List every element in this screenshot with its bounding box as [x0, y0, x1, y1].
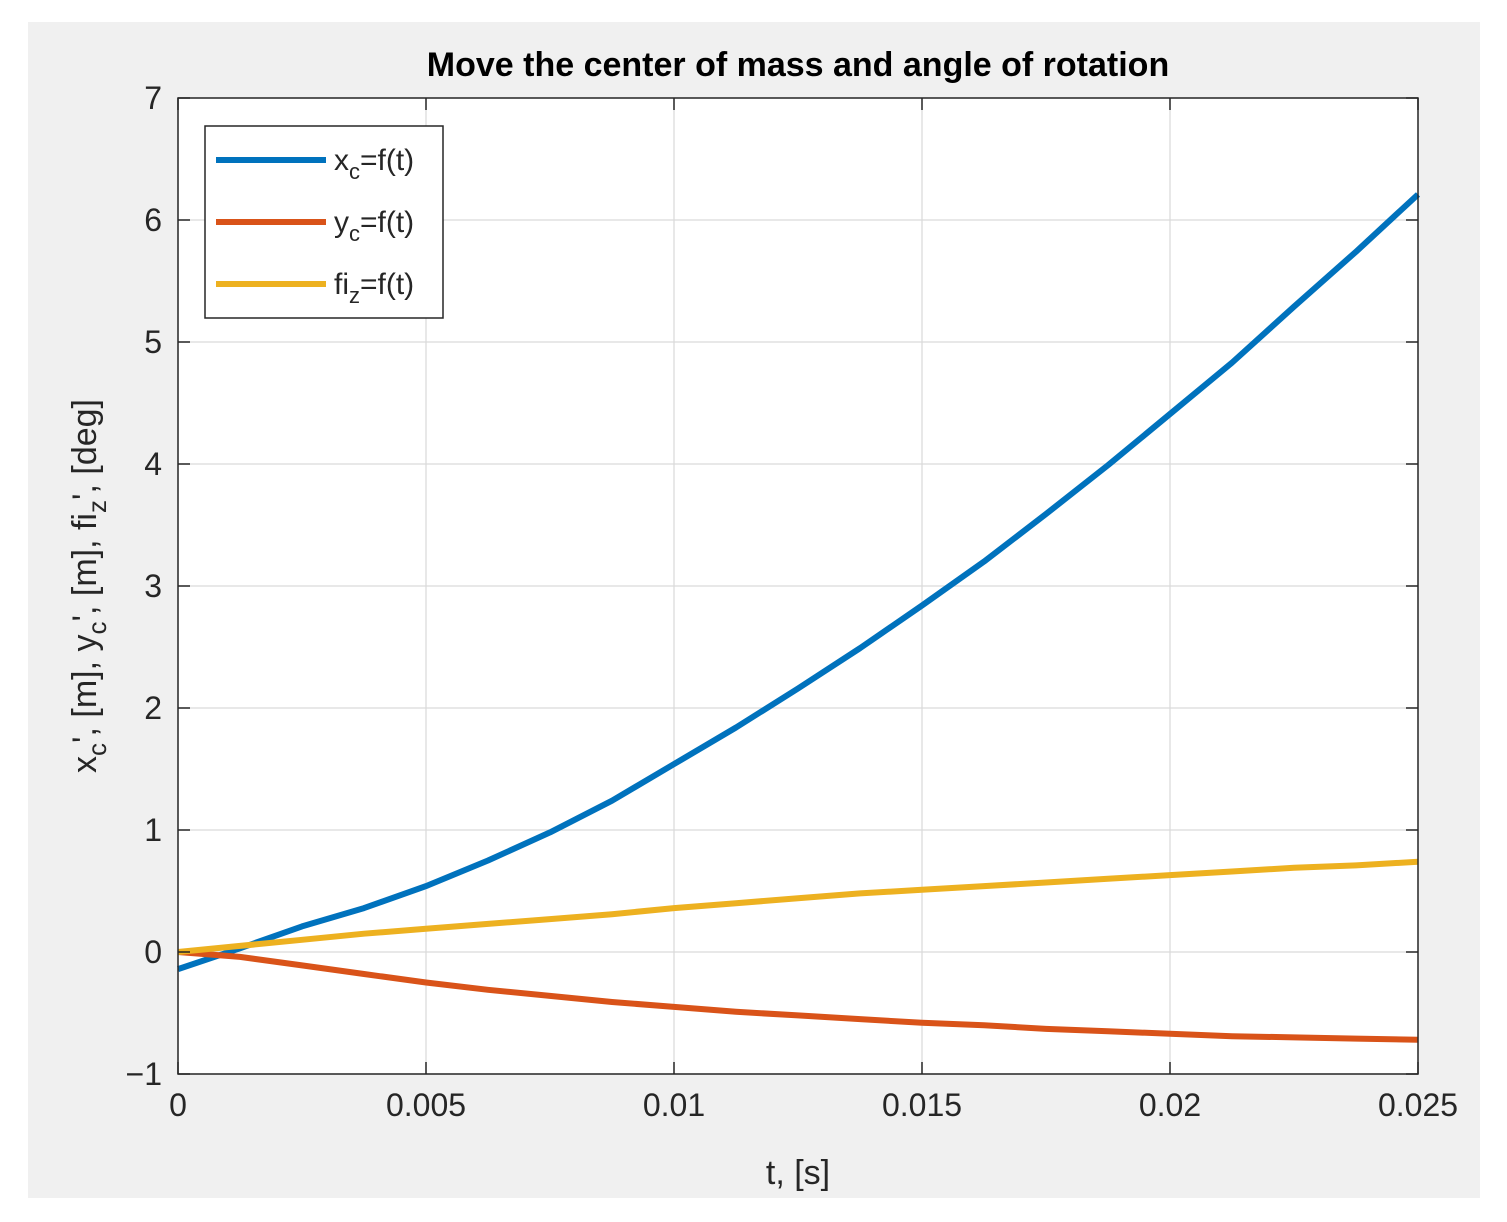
y-tick-label: −1: [126, 1056, 162, 1092]
x-axis-label: t, [s]: [766, 1154, 830, 1192]
y-tick-label: 7: [144, 80, 162, 116]
y-label-sub-2: c: [82, 622, 112, 635]
x-tick-label: 0.015: [882, 1087, 962, 1123]
x-tick-label: 0.01: [643, 1087, 705, 1123]
x-tick-label: 0.025: [1378, 1087, 1458, 1123]
y-label-sub-1: c: [82, 743, 112, 756]
y-tick-label: 4: [144, 446, 162, 482]
y-label-part-4: ', [deg]: [66, 399, 104, 500]
x-tick-label: 0: [169, 1087, 187, 1123]
legend-label-fiz: fiz=f(t): [334, 268, 414, 308]
y-label-part-3: ', [m], fi: [66, 513, 104, 622]
y-tick-label: 2: [144, 690, 162, 726]
chart-title: Move the center of mass and angle of rot…: [427, 46, 1169, 84]
x-tick-label: 0.005: [386, 1087, 466, 1123]
y-label-part-2: ', [m], y: [66, 635, 104, 744]
y-tick-label: 5: [144, 324, 162, 360]
series-line-3: [177, 858, 1419, 955]
legend: xc=f(t) yc=f(t) fiz=f(t): [204, 125, 444, 319]
series-line-1: [177, 192, 1421, 972]
series-line-2: [177, 949, 1419, 1043]
y-axis-label: xc', [m], yc', [m], fiz', [deg]: [66, 399, 112, 773]
y-tick-label: 0: [144, 934, 162, 970]
y-tick-label: 6: [144, 202, 162, 238]
y-label-part-1: x: [66, 756, 104, 773]
y-label-sub-3: z: [82, 500, 112, 513]
y-tick-label: 3: [144, 568, 162, 604]
legend-label-xc: xc=f(t): [334, 144, 414, 184]
y-tick-label: 1: [144, 812, 162, 848]
series-group: [177, 192, 1421, 1043]
legend-label-yc: yc=f(t): [334, 206, 414, 246]
ticks: [177, 97, 1419, 1075]
x-tick-label: 0.02: [1139, 1087, 1201, 1123]
